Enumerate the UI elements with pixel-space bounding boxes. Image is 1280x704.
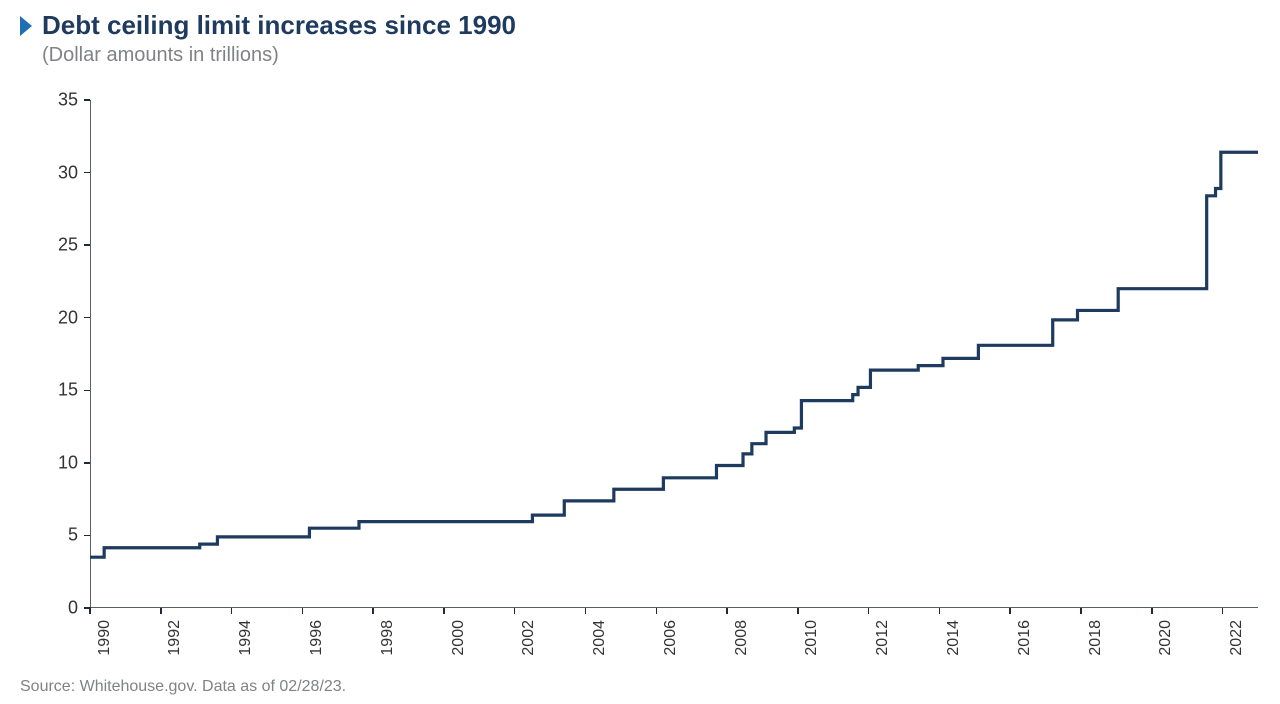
- x-tick-label: 1994: [237, 620, 255, 656]
- x-tick-label: 2000: [450, 620, 468, 656]
- chart-container: Debt ceiling limit increases since 1990 …: [0, 0, 1280, 704]
- y-tick-label: 5: [38, 525, 78, 546]
- y-tick: [84, 462, 90, 464]
- x-tick: [160, 608, 162, 614]
- x-tick: [514, 608, 516, 614]
- x-tick: [231, 608, 233, 614]
- x-tick-label: 2020: [1157, 620, 1175, 656]
- y-tick-label: 15: [38, 380, 78, 401]
- x-tick: [868, 608, 870, 614]
- chevron-right-icon: [20, 16, 32, 36]
- chart-title: Debt ceiling limit increases since 1990: [42, 10, 516, 41]
- x-tick: [1222, 608, 1224, 614]
- plot-area: [90, 100, 1258, 608]
- x-tick-label: 2014: [945, 620, 963, 656]
- x-tick-label: 2010: [803, 620, 821, 656]
- y-tick: [84, 390, 90, 392]
- source-footer: Source: Whitehouse.gov. Data as of 02/28…: [20, 678, 346, 696]
- step-chart-svg: [90, 100, 1258, 608]
- x-tick-label: 2004: [591, 620, 609, 656]
- y-tick-label: 35: [38, 90, 78, 111]
- x-tick-label: 1998: [379, 620, 397, 656]
- debt-ceiling-step-line: [90, 152, 1258, 557]
- y-tick-label: 10: [38, 452, 78, 473]
- x-tick: [443, 608, 445, 614]
- x-tick-label: 1992: [166, 620, 184, 656]
- x-tick-label: 1996: [308, 620, 326, 656]
- x-tick: [1009, 608, 1011, 614]
- x-tick-label: 2002: [520, 620, 538, 656]
- x-tick: [939, 608, 941, 614]
- x-tick: [1080, 608, 1082, 614]
- title-row: Debt ceiling limit increases since 1990: [20, 10, 516, 41]
- y-tick-label: 30: [38, 162, 78, 183]
- x-tick-label: 2022: [1228, 620, 1246, 656]
- x-tick-label: 2008: [733, 620, 751, 656]
- y-tick: [84, 244, 90, 246]
- x-tick-label: 2018: [1087, 620, 1105, 656]
- y-tick-label: 0: [38, 598, 78, 619]
- y-tick-label: 25: [38, 235, 78, 256]
- x-tick: [656, 608, 658, 614]
- x-tick: [372, 608, 374, 614]
- y-tick: [84, 172, 90, 174]
- x-tick: [89, 608, 91, 614]
- x-tick: [302, 608, 304, 614]
- y-tick: [84, 535, 90, 537]
- x-tick: [797, 608, 799, 614]
- x-tick-label: 2012: [874, 620, 892, 656]
- x-tick-label: 1990: [96, 620, 114, 656]
- x-tick: [585, 608, 587, 614]
- x-tick-label: 2016: [1016, 620, 1034, 656]
- y-tick: [84, 317, 90, 319]
- y-tick-label: 20: [38, 307, 78, 328]
- x-tick-label: 2006: [662, 620, 680, 656]
- y-tick: [84, 99, 90, 101]
- x-tick: [726, 608, 728, 614]
- x-tick: [1151, 608, 1153, 614]
- chart-subtitle: (Dollar amounts in trillions): [42, 44, 279, 67]
